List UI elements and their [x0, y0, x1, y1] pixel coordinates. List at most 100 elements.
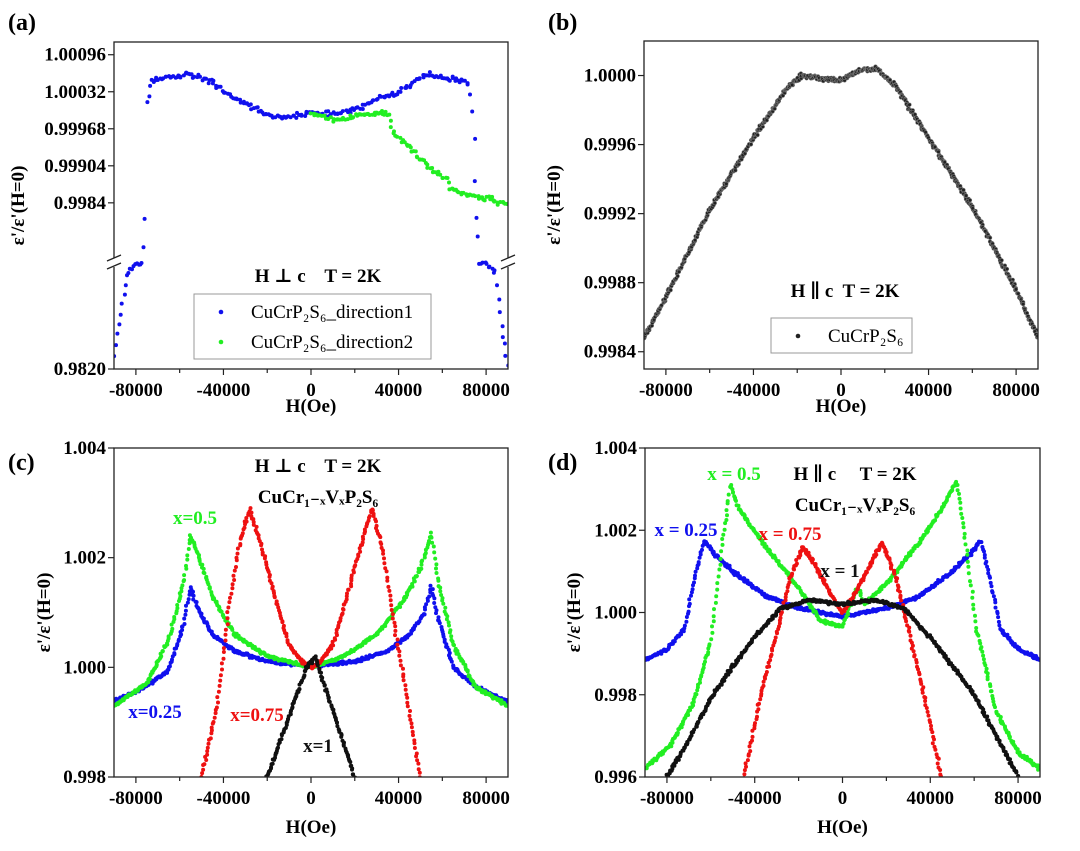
data-point — [487, 264, 492, 269]
data-point — [841, 621, 846, 626]
data-point — [920, 687, 925, 692]
series-x-0.75 — [742, 540, 943, 777]
data-point — [446, 620, 451, 625]
data-point — [756, 707, 761, 712]
y-tick-label: 1.00096 — [44, 45, 106, 66]
data-point — [942, 160, 947, 165]
data-point — [443, 605, 448, 610]
data-point — [988, 580, 993, 585]
data-point — [401, 678, 406, 683]
data-point — [338, 616, 343, 621]
data-point — [971, 602, 976, 607]
data-point — [930, 730, 935, 735]
data-point — [1013, 287, 1019, 292]
data-point — [712, 607, 716, 612]
data-point — [963, 193, 969, 198]
data-point — [873, 552, 878, 557]
y-tick-label: 0.99904 — [44, 156, 106, 177]
data-point — [962, 531, 967, 536]
data-point — [973, 619, 978, 624]
data-point — [299, 113, 304, 118]
series-x-0.5 — [114, 530, 508, 708]
data-point — [232, 578, 237, 582]
data-point — [1014, 770, 1019, 775]
data-point — [280, 620, 285, 625]
data-point — [216, 689, 221, 694]
panel-label: (b) — [548, 10, 577, 36]
data-point — [687, 601, 692, 606]
data-point — [223, 632, 228, 637]
data-point — [433, 605, 438, 610]
data-point — [806, 550, 811, 555]
data-point — [240, 531, 245, 536]
data-point — [219, 661, 224, 666]
data-point — [414, 754, 419, 759]
data-point — [272, 595, 277, 600]
data-point — [693, 569, 698, 574]
data-point — [724, 508, 729, 513]
data-point — [436, 578, 441, 583]
data-point — [184, 603, 188, 608]
data-point — [962, 535, 967, 540]
y-tick-label: 1.002 — [63, 548, 106, 569]
data-point — [313, 654, 318, 659]
data-point — [360, 534, 365, 539]
data-point — [753, 721, 757, 726]
condition-annotation: H ∥ c T = 2K — [791, 281, 900, 302]
data-point — [395, 642, 400, 647]
data-point — [984, 666, 989, 671]
legend-marker — [795, 333, 801, 339]
data-point — [981, 657, 986, 662]
data-point — [983, 561, 988, 566]
x-axis-label: H(Oe) — [286, 817, 337, 838]
axis-break-mark — [500, 262, 516, 270]
data-point — [425, 165, 430, 170]
data-point — [174, 609, 179, 614]
data-point — [328, 115, 333, 120]
data-point — [403, 687, 408, 692]
data-point — [716, 685, 721, 690]
data-point — [961, 525, 966, 530]
data-point — [434, 566, 438, 571]
data-point — [907, 102, 912, 107]
data-point — [983, 663, 988, 668]
x-tick-label: 80000 — [462, 788, 510, 809]
data-point — [503, 353, 508, 358]
data-point — [251, 520, 256, 524]
panel-d: -80000 -40000 0 40000 800001.0041.0021.0000.… — [548, 438, 1042, 838]
data-point — [439, 593, 444, 597]
panel-a: -80000 -40000 0 40000 800001.000961.000320.9… — [8, 10, 516, 417]
data-point — [767, 664, 772, 669]
data-point — [925, 709, 930, 714]
data-point — [982, 555, 987, 560]
y-tick-label: 0.998 — [594, 685, 637, 706]
data-point — [718, 562, 723, 567]
data-point — [441, 601, 446, 606]
data-point — [383, 566, 388, 571]
x-tick-label: -80000 — [109, 380, 163, 401]
data-point — [336, 623, 341, 628]
data-point — [715, 581, 720, 586]
series-x-0.25 — [114, 583, 508, 704]
data-point — [218, 678, 223, 683]
data-point — [864, 570, 869, 575]
data-point — [349, 573, 354, 578]
x-tick-label: 0 — [306, 380, 316, 401]
data-point — [707, 642, 712, 647]
data-point — [794, 561, 799, 566]
data-point — [924, 706, 929, 710]
axis-break-mark — [106, 254, 122, 262]
data-point — [314, 112, 319, 117]
y-tick-label: 1.00032 — [44, 82, 106, 103]
data-point — [326, 109, 331, 114]
data-point — [772, 638, 777, 643]
data-point — [983, 229, 988, 234]
y-tick-label: 1.002 — [594, 520, 637, 541]
data-point — [456, 190, 461, 195]
data-point — [397, 653, 402, 658]
data-point — [970, 595, 975, 600]
data-point — [785, 589, 790, 594]
data-point — [899, 598, 904, 603]
data-point — [399, 86, 404, 90]
